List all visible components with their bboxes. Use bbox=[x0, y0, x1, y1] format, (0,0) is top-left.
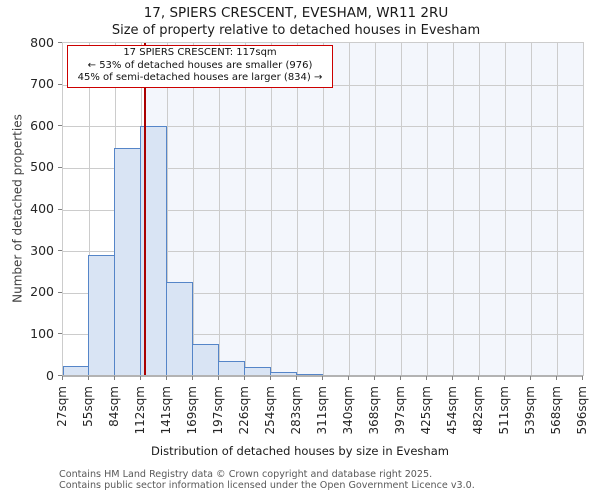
x-tick-label: 511sqm bbox=[497, 386, 511, 435]
x-tick-mark bbox=[218, 376, 219, 380]
y-tick-mark bbox=[58, 250, 62, 252]
gridline-vertical bbox=[557, 43, 558, 376]
x-tick-label: 454sqm bbox=[445, 386, 459, 435]
x-tick-mark bbox=[140, 376, 141, 380]
x-tick-label: 368sqm bbox=[367, 386, 381, 435]
page-subtitle: Size of property relative to detached ho… bbox=[111, 23, 481, 38]
x-tick-label: 27sqm bbox=[55, 386, 69, 427]
y-tick-mark bbox=[58, 333, 62, 335]
x-tick-label: 311sqm bbox=[315, 386, 329, 435]
y-tick-label: 200 bbox=[30, 284, 54, 300]
gridline-vertical bbox=[167, 43, 168, 376]
x-tick-mark bbox=[296, 376, 297, 380]
annotation-line-2: ← 53% of detached houses are smaller (97… bbox=[87, 59, 313, 71]
x-tick-mark bbox=[166, 376, 167, 380]
x-tick-label: 197sqm bbox=[211, 386, 225, 435]
x-tick-label: 539sqm bbox=[523, 386, 537, 435]
gridline-vertical bbox=[427, 43, 428, 376]
histogram-bar bbox=[114, 147, 141, 376]
x-tick-mark bbox=[348, 376, 349, 380]
x-tick-mark bbox=[114, 376, 115, 380]
annotation-line-3: 45% of semi-detached houses are larger (… bbox=[77, 72, 323, 83]
x-tick-label: 425sqm bbox=[419, 386, 433, 435]
y-tick-label: 300 bbox=[30, 242, 54, 258]
x-tick-label: 84sqm bbox=[107, 386, 121, 427]
y-tick-mark bbox=[58, 125, 62, 127]
gridline-vertical bbox=[323, 43, 324, 376]
gridline-vertical bbox=[375, 43, 376, 376]
footer-line-2: Contains public sector information licen… bbox=[59, 480, 475, 491]
y-tick-label: 700 bbox=[30, 76, 54, 92]
x-tick-mark bbox=[244, 376, 245, 380]
y-tick-mark bbox=[58, 375, 62, 376]
x-tick-mark bbox=[62, 376, 63, 380]
x-tick-mark bbox=[452, 376, 453, 380]
gridline-vertical bbox=[453, 43, 454, 376]
y-tick-mark bbox=[58, 291, 62, 293]
gridline-vertical bbox=[479, 43, 480, 376]
plot-area bbox=[62, 42, 584, 376]
attribution-footer: Contains HM Land Registry data © Crown c… bbox=[59, 469, 475, 491]
gridline-vertical bbox=[193, 43, 194, 376]
x-tick-label: 283sqm bbox=[289, 386, 303, 435]
x-tick-label: 482sqm bbox=[471, 386, 485, 435]
x-tick-mark bbox=[192, 376, 193, 380]
gridline-vertical bbox=[89, 43, 90, 376]
x-tick-label: 340sqm bbox=[341, 386, 355, 435]
x-tick-mark bbox=[504, 376, 505, 380]
plot-canvas bbox=[63, 43, 583, 376]
x-tick-mark bbox=[88, 376, 89, 380]
histogram-bar bbox=[218, 361, 245, 376]
property-annotation-box: 17 SPIERS CRESCENT: 117sqm ← 53% of deta… bbox=[67, 45, 333, 88]
x-tick-mark bbox=[478, 376, 479, 380]
x-tick-label: 55sqm bbox=[81, 386, 95, 427]
gridline-vertical bbox=[531, 43, 532, 376]
y-tick-mark bbox=[58, 208, 62, 210]
x-tick-label: 226sqm bbox=[237, 386, 251, 435]
x-tick-label: 141sqm bbox=[159, 386, 173, 435]
gridline-vertical bbox=[297, 43, 298, 376]
footer-line-1: Contains HM Land Registry data © Crown c… bbox=[59, 469, 433, 480]
y-tick-mark bbox=[58, 166, 62, 168]
histogram-bar bbox=[88, 255, 115, 376]
gridline-vertical bbox=[245, 43, 246, 376]
histogram-bar bbox=[192, 343, 219, 376]
gridline-vertical bbox=[219, 43, 220, 376]
y-tick-label: 0 bbox=[46, 367, 54, 383]
y-tick-mark bbox=[58, 83, 62, 85]
x-tick-label: 254sqm bbox=[263, 386, 277, 435]
x-tick-mark bbox=[270, 376, 271, 380]
y-tick-label: 100 bbox=[30, 325, 54, 341]
x-tick-label: 568sqm bbox=[549, 386, 563, 435]
x-axis-title: Distribution of detached houses by size … bbox=[151, 444, 449, 458]
gridline-vertical bbox=[401, 43, 402, 376]
x-tick-mark bbox=[556, 376, 557, 380]
x-tick-mark bbox=[530, 376, 531, 380]
x-tick-label: 112sqm bbox=[133, 386, 147, 435]
x-tick-label: 169sqm bbox=[185, 386, 199, 435]
y-tick-label: 800 bbox=[30, 34, 54, 50]
y-tick-label: 600 bbox=[30, 117, 54, 133]
x-tick-mark bbox=[400, 376, 401, 380]
y-tick-label: 400 bbox=[30, 201, 54, 216]
x-tick-label: 596sqm bbox=[575, 386, 589, 435]
property-size-marker-line bbox=[144, 43, 147, 376]
gridline-vertical bbox=[271, 43, 272, 376]
x-tick-mark bbox=[322, 376, 323, 380]
x-tick-mark bbox=[582, 376, 583, 380]
y-tick-mark bbox=[58, 42, 62, 43]
y-tick-label: 500 bbox=[30, 159, 54, 175]
gridline-vertical bbox=[349, 43, 350, 376]
annotation-line-1: 17 SPIERS CRESCENT: 117sqm bbox=[123, 47, 277, 58]
x-tick-mark bbox=[374, 376, 375, 380]
x-tick-mark bbox=[426, 376, 427, 380]
histogram-bar bbox=[166, 282, 193, 376]
gridline-vertical bbox=[505, 43, 506, 376]
page-title: 17, SPIERS CRESCENT, EVESHAM, WR11 2RU bbox=[143, 5, 449, 21]
x-tick-label: 397sqm bbox=[393, 386, 407, 435]
